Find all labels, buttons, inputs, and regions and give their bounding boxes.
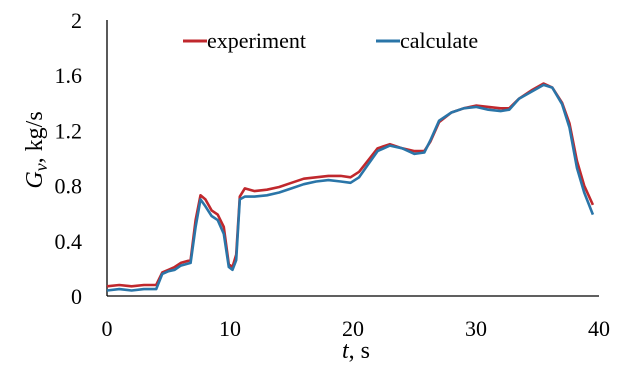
legend: experiment calculate	[183, 28, 478, 53]
y-tick-label: 0.8	[55, 174, 83, 199]
legend-label-calculate: calculate	[400, 28, 478, 53]
y-tick-labels: 0 0.4 0.8 1.2 1.6 2	[55, 8, 83, 309]
y-tick-label: 1.6	[55, 63, 83, 88]
x-tick-label: 20	[342, 316, 364, 341]
x-tick-label: 10	[219, 316, 241, 341]
x-axis-title: t, s	[342, 338, 370, 364]
x-tick-label: 0	[102, 316, 113, 341]
y-tick-label: 0	[71, 284, 82, 309]
x-axis-variable: t	[342, 338, 350, 364]
legend-label-experiment: experiment	[207, 28, 306, 53]
x-axis-unit: , s	[349, 338, 370, 364]
y-axis-subscript: v	[31, 163, 51, 171]
axes	[106, 20, 599, 297]
y-tick-label: 0.4	[55, 229, 83, 254]
series-line-calculate	[106, 83, 595, 292]
y-tick-label: 2	[71, 8, 82, 33]
x-tick-label: 40	[588, 316, 610, 341]
series-line-experiment	[106, 82, 595, 288]
y-axis-title: Gv, kg/s	[22, 111, 51, 188]
x-tick-labels: 0 10 20 30 40	[102, 316, 611, 341]
series-layer	[106, 82, 595, 292]
y-axis-unit: , kg/s	[22, 111, 48, 163]
y-tick-label: 1.2	[55, 118, 83, 143]
y-axis-variable: G	[22, 171, 48, 188]
x-tick-label: 30	[465, 316, 487, 341]
